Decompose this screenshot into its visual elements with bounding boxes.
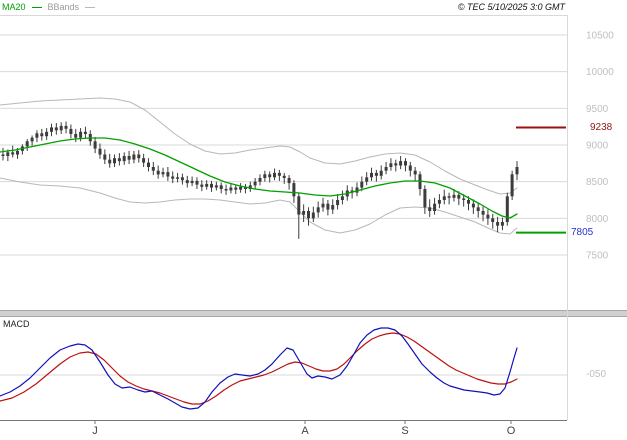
svg-text:9500: 9500 (586, 104, 609, 115)
svg-text:10000: 10000 (586, 67, 614, 78)
bbands-line-swatch-icon (85, 6, 96, 8)
svg-text:S: S (401, 425, 408, 437)
macd-panel-label: MACD (3, 319, 30, 329)
legend-ma20-label: MA20 (2, 2, 26, 12)
svg-text:8500: 8500 (586, 177, 609, 188)
ma20-line-swatch-icon (31, 6, 42, 8)
svg-text:8000: 8000 (586, 214, 609, 225)
svg-text:O: O (507, 425, 516, 437)
copyright-text: © TEC 5/10/2025 3:0 GMT (457, 2, 565, 12)
legend-bbands-label: BBands (47, 2, 80, 12)
chart-legend: MA20 BBands (2, 2, 97, 12)
svg-text:J: J (92, 425, 98, 437)
svg-text:A: A (301, 425, 309, 437)
svg-text:7500: 7500 (586, 251, 609, 262)
resistance-level-label: 9238 (590, 121, 613, 133)
macd-axis-label: -050 (586, 369, 607, 380)
svg-text:10500: 10500 (586, 31, 614, 42)
svg-text:9000: 9000 (586, 141, 609, 152)
support-level-label: 7805 (571, 226, 594, 238)
